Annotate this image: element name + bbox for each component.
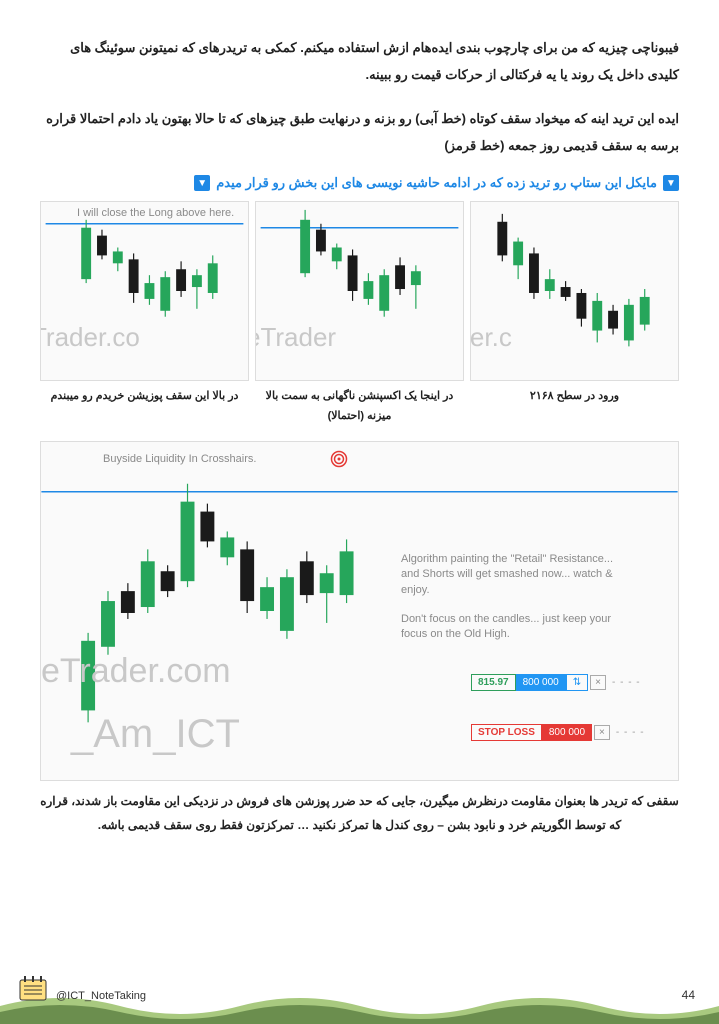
order-ticket-entry: 815.97 800 000 ⇅ × - - - - [471, 674, 641, 691]
chart-3-caption: در بالا این سقف پوزیشن خریدم رو میبندم [51, 387, 239, 407]
dash-line: - - - - [612, 677, 641, 688]
ticket-price: 815.97 [471, 674, 516, 691]
ticket-stop-label: STOP LOSS [471, 724, 542, 741]
chart-2-caption: در اینجا یک اکسپنشن ناگهانی به سمت بالا … [260, 387, 460, 427]
footer-handle: @ICT_NoteTaking [56, 990, 146, 1002]
chart-2: eTrader [255, 201, 464, 381]
big-anno-2: Don't focus on the candles... just keep … [401, 612, 631, 643]
chart-3: I will close the Long above here. Trader… [40, 201, 249, 381]
paragraph-2: ایده این ترید اینه که میخواد سقف کوتاه (… [40, 105, 679, 160]
paragraph-1: فیبوناچی چیزیه که من برای چارچوب بندی ای… [40, 34, 679, 89]
chart-1: ader.c [470, 201, 679, 381]
order-ticket-stop: STOP LOSS 800 000 × - - - - [471, 724, 645, 741]
below-big-text: سقفی که تریدر ها بعنوان مقاومت درنظرش می… [40, 789, 679, 837]
ticket-qty: 800 000 [516, 674, 566, 691]
ticket-stop-qty: 800 000 [542, 724, 592, 741]
arrow-down-icon: ▼ [663, 175, 679, 191]
chart-1-caption: ورود در سطح ۲۱۶۸ [530, 387, 619, 407]
close-icon[interactable]: × [590, 675, 606, 690]
page-number: 44 [682, 988, 695, 1002]
dash-line: - - - - [616, 727, 645, 738]
callout-text: مایکل این ستاپ رو ترید زده که در ادامه ح… [216, 175, 657, 191]
notebook-icon [18, 976, 48, 1004]
chart-row-1: ader.c ورود در سطح ۲۱۶۸ eTrader در اینجا… [40, 201, 679, 427]
chart-3-top-label: I will close the Long above here. [77, 206, 234, 221]
arrow-down-icon: ▼ [194, 175, 210, 191]
footer: @ICT_NoteTaking 44 [0, 964, 719, 1024]
chart-big: Buyside Liquidity In Crosshairs. eTrader… [40, 441, 679, 781]
big-anno-1: Algorithm painting the "Retail" Resistan… [401, 552, 631, 598]
callout-row: ▼ مایکل این ستاپ رو ترید زده که در ادامه… [40, 175, 679, 191]
ticket-sort-icon: ⇅ [566, 674, 588, 691]
close-icon[interactable]: × [594, 725, 610, 740]
